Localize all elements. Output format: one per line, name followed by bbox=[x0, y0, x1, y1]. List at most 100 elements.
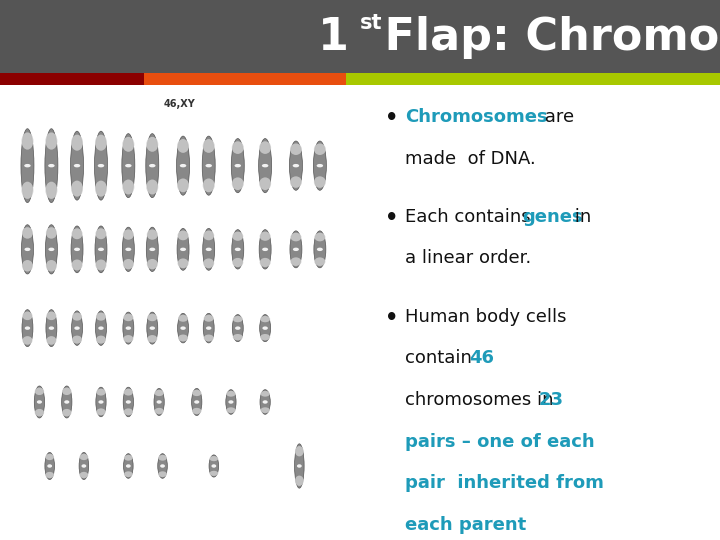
Ellipse shape bbox=[262, 326, 268, 330]
Ellipse shape bbox=[126, 464, 131, 468]
Ellipse shape bbox=[290, 233, 302, 241]
Ellipse shape bbox=[96, 313, 106, 321]
Ellipse shape bbox=[178, 313, 189, 343]
Ellipse shape bbox=[148, 314, 157, 321]
Text: each parent: each parent bbox=[405, 516, 526, 534]
Ellipse shape bbox=[206, 326, 212, 330]
Ellipse shape bbox=[46, 309, 57, 347]
Ellipse shape bbox=[146, 179, 158, 194]
Ellipse shape bbox=[125, 326, 131, 330]
Ellipse shape bbox=[71, 311, 83, 346]
Ellipse shape bbox=[124, 389, 133, 396]
Ellipse shape bbox=[289, 141, 302, 190]
Ellipse shape bbox=[261, 407, 270, 413]
Ellipse shape bbox=[95, 180, 107, 197]
Text: Flap: Chromosomes: Flap: Chromosomes bbox=[369, 16, 720, 59]
Ellipse shape bbox=[233, 232, 243, 241]
FancyBboxPatch shape bbox=[0, 0, 720, 75]
Ellipse shape bbox=[178, 259, 189, 268]
Ellipse shape bbox=[22, 336, 32, 345]
Ellipse shape bbox=[204, 315, 214, 322]
Ellipse shape bbox=[22, 225, 33, 274]
Ellipse shape bbox=[158, 455, 167, 461]
Ellipse shape bbox=[315, 233, 325, 241]
Ellipse shape bbox=[72, 335, 82, 343]
Ellipse shape bbox=[22, 309, 33, 347]
Ellipse shape bbox=[260, 390, 270, 414]
Ellipse shape bbox=[203, 231, 215, 240]
Text: Human body cells: Human body cells bbox=[405, 308, 566, 326]
Ellipse shape bbox=[45, 129, 58, 202]
Ellipse shape bbox=[96, 335, 106, 343]
Ellipse shape bbox=[210, 456, 218, 461]
Ellipse shape bbox=[35, 409, 44, 416]
Ellipse shape bbox=[124, 454, 133, 478]
Ellipse shape bbox=[123, 387, 133, 417]
Ellipse shape bbox=[260, 315, 271, 342]
Ellipse shape bbox=[203, 313, 214, 343]
Ellipse shape bbox=[24, 164, 31, 167]
Ellipse shape bbox=[48, 464, 52, 468]
Ellipse shape bbox=[180, 164, 186, 167]
Ellipse shape bbox=[96, 311, 107, 346]
Ellipse shape bbox=[194, 400, 199, 404]
Ellipse shape bbox=[259, 177, 271, 190]
Text: Chromosomes: Chromosomes bbox=[405, 108, 547, 126]
Ellipse shape bbox=[210, 471, 218, 476]
Ellipse shape bbox=[146, 227, 158, 272]
Ellipse shape bbox=[71, 180, 83, 197]
Ellipse shape bbox=[147, 230, 158, 240]
Ellipse shape bbox=[37, 400, 42, 404]
Ellipse shape bbox=[146, 137, 158, 152]
Text: chromosomes in: chromosomes in bbox=[405, 391, 559, 409]
Ellipse shape bbox=[96, 408, 106, 415]
Ellipse shape bbox=[124, 455, 132, 461]
Ellipse shape bbox=[71, 134, 83, 151]
Ellipse shape bbox=[260, 334, 270, 340]
Text: •: • bbox=[385, 208, 399, 228]
Ellipse shape bbox=[145, 133, 159, 198]
Ellipse shape bbox=[74, 326, 80, 330]
Ellipse shape bbox=[123, 312, 134, 344]
Ellipse shape bbox=[21, 129, 34, 202]
Ellipse shape bbox=[96, 228, 107, 239]
FancyBboxPatch shape bbox=[0, 73, 144, 85]
Ellipse shape bbox=[79, 472, 89, 478]
Ellipse shape bbox=[96, 389, 106, 396]
Ellipse shape bbox=[261, 391, 270, 397]
Ellipse shape bbox=[209, 455, 219, 477]
Text: Each contains: Each contains bbox=[405, 208, 536, 226]
Ellipse shape bbox=[22, 312, 32, 320]
Ellipse shape bbox=[226, 407, 235, 413]
Ellipse shape bbox=[71, 226, 83, 273]
Ellipse shape bbox=[95, 134, 107, 151]
Ellipse shape bbox=[64, 400, 69, 404]
Ellipse shape bbox=[147, 312, 158, 344]
Text: 46,XY: 46,XY bbox=[163, 99, 196, 109]
Ellipse shape bbox=[22, 260, 33, 272]
Ellipse shape bbox=[99, 400, 104, 404]
Ellipse shape bbox=[295, 446, 304, 456]
Ellipse shape bbox=[98, 248, 104, 251]
Ellipse shape bbox=[260, 316, 270, 322]
Ellipse shape bbox=[180, 326, 186, 330]
Ellipse shape bbox=[232, 141, 244, 154]
Ellipse shape bbox=[290, 231, 302, 268]
Ellipse shape bbox=[122, 179, 135, 194]
Ellipse shape bbox=[231, 139, 244, 193]
Ellipse shape bbox=[262, 248, 268, 251]
Ellipse shape bbox=[72, 313, 82, 321]
Ellipse shape bbox=[149, 248, 156, 251]
Ellipse shape bbox=[73, 164, 81, 167]
Ellipse shape bbox=[205, 164, 212, 167]
Ellipse shape bbox=[158, 471, 167, 477]
Ellipse shape bbox=[45, 472, 54, 478]
Ellipse shape bbox=[147, 259, 158, 269]
Ellipse shape bbox=[290, 177, 302, 188]
Ellipse shape bbox=[94, 131, 107, 200]
Ellipse shape bbox=[158, 454, 167, 478]
Ellipse shape bbox=[297, 464, 302, 468]
Ellipse shape bbox=[122, 227, 135, 272]
Text: •: • bbox=[385, 308, 399, 328]
Ellipse shape bbox=[123, 335, 133, 342]
